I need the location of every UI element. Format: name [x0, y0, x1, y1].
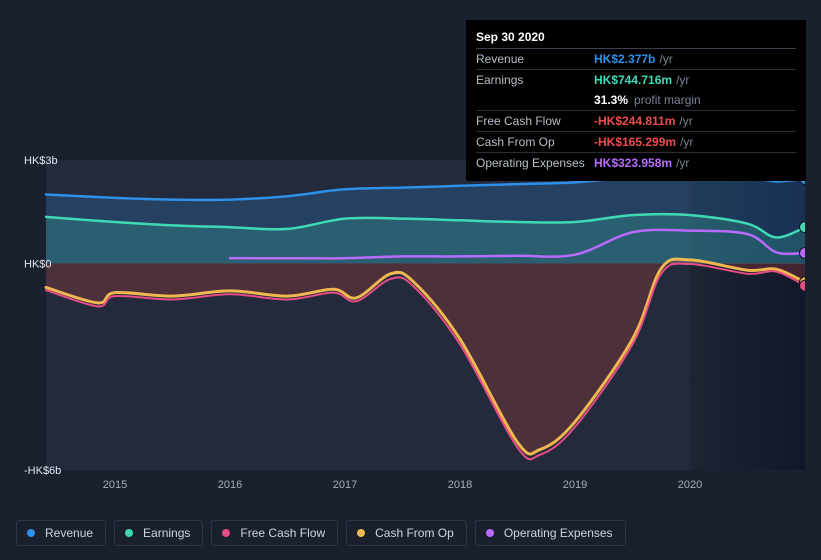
legend-dot-icon [357, 529, 365, 537]
tooltip-row-value: HK$323.958m/yr [594, 153, 796, 174]
svg-text:HK$3b: HK$3b [24, 155, 58, 167]
legend-label: Cash From Op [375, 526, 454, 540]
svg-text:2019: 2019 [563, 479, 587, 491]
svg-text:-HK$6b: -HK$6b [24, 465, 61, 477]
legend-dot-icon [125, 529, 133, 537]
legend-label: Free Cash Flow [240, 526, 325, 540]
legend-label: Earnings [143, 526, 190, 540]
tooltip-row-value: -HK$244.811m/yr [594, 111, 796, 132]
tooltip-row-label: Earnings [476, 70, 594, 91]
tooltip-row-label: Cash From Op [476, 132, 594, 153]
legend-item-cashop[interactable]: Cash From Op [346, 520, 467, 546]
svg-text:2020: 2020 [678, 479, 702, 491]
legend-dot-icon [222, 529, 230, 537]
legend-dot-icon [486, 529, 494, 537]
legend-item-opex[interactable]: Operating Expenses [475, 520, 626, 546]
tooltip-row-value: -HK$165.299m/yr [594, 132, 796, 153]
svg-text:2017: 2017 [333, 479, 357, 491]
svg-text:2015: 2015 [103, 479, 127, 491]
svg-text:2016: 2016 [218, 479, 242, 491]
legend-item-earnings[interactable]: Earnings [114, 520, 203, 546]
tooltip-row-value: 31.3%profit margin [594, 90, 796, 111]
tooltip-row-label: Free Cash Flow [476, 111, 594, 132]
tooltip-row-value: HK$2.377b/yr [594, 49, 796, 70]
legend-item-fcf[interactable]: Free Cash Flow [211, 520, 338, 546]
legend-item-revenue[interactable]: Revenue [16, 520, 106, 546]
svg-text:HK$0: HK$0 [24, 258, 52, 270]
tooltip-row-label: Operating Expenses [476, 153, 594, 174]
tooltip-row-value: HK$744.716m/yr [594, 70, 796, 91]
legend-dot-icon [27, 529, 35, 537]
chart-legend: Revenue Earnings Free Cash Flow Cash From O… [16, 520, 626, 546]
chart-tooltip: Sep 30 2020 RevenueHK$2.377b/yrEarningsH… [466, 20, 806, 181]
tooltip-table: RevenueHK$2.377b/yrEarningsHK$744.716m/y… [476, 48, 796, 173]
svg-text:2018: 2018 [448, 479, 472, 491]
tooltip-row-label [476, 90, 594, 111]
legend-label: Operating Expenses [504, 526, 613, 540]
legend-label: Revenue [45, 526, 93, 540]
tooltip-row-label: Revenue [476, 49, 594, 70]
tooltip-date: Sep 30 2020 [476, 26, 796, 48]
